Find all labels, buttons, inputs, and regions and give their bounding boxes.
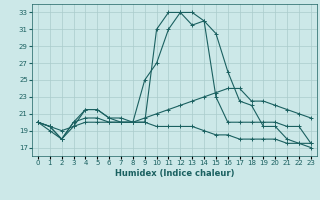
X-axis label: Humidex (Indice chaleur): Humidex (Indice chaleur) — [115, 169, 234, 178]
